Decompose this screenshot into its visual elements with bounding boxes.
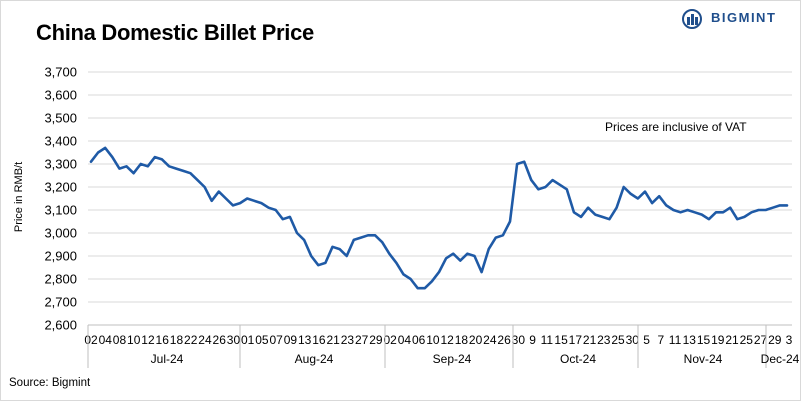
brand-name: BIGMINT xyxy=(711,10,777,25)
month-label: Jul-24 xyxy=(151,352,184,366)
x-tick-label: 12 xyxy=(141,333,155,347)
x-tick-label: 16 xyxy=(312,333,326,347)
x-tick-label: 04 xyxy=(99,333,113,347)
x-tick-label: 17 xyxy=(569,333,583,347)
x-tick-label: 04 xyxy=(398,333,412,347)
y-tick-label: 2,800 xyxy=(44,272,77,287)
y-tick-label: 2,700 xyxy=(44,295,77,310)
x-tick-label: 18 xyxy=(170,333,184,347)
x-tick-label: 25 xyxy=(740,333,754,347)
chart-title: China Domestic Billet Price xyxy=(36,20,314,45)
x-tick-label: 26 xyxy=(497,333,511,347)
x-tick-label: 21 xyxy=(725,333,739,347)
x-tick-label: 30 xyxy=(512,333,526,347)
y-tick-label: 3,200 xyxy=(44,180,77,195)
vat-annotation: Prices are inclusive of VAT xyxy=(605,120,747,134)
x-tick-label: 24 xyxy=(198,333,212,347)
x-tick-label: 13 xyxy=(298,333,312,347)
y-tick-label: 3,600 xyxy=(44,88,77,103)
y-tick-label: 3,100 xyxy=(44,203,77,218)
y-axis-ticks: 2,600 2,700 2,800 2,900 3,000 3,100 3,200 3,300… xyxy=(44,65,77,333)
x-tick-label: 15 xyxy=(697,333,711,347)
month-label: Nov-24 xyxy=(684,352,723,366)
y-tick-label: 3,300 xyxy=(44,157,77,172)
x-tick-label: 19 xyxy=(711,333,725,347)
x-tick-label: 10 xyxy=(127,333,141,347)
x-tick-label: 7 xyxy=(657,333,664,347)
x-tick-label: 11 xyxy=(669,333,682,347)
y-tick-label: 2,600 xyxy=(44,318,77,333)
x-tick-label: 30 xyxy=(227,333,241,347)
x-tick-label: 3 xyxy=(786,333,793,347)
x-axis: 02 04 08 10 12 16 18 22 24 26 30 01 05 07 09 13 16 21 23 27… xyxy=(84,324,800,368)
x-tick-label: 23 xyxy=(341,333,355,347)
x-tick-label: 27 xyxy=(754,333,768,347)
y-tick-label: 3,000 xyxy=(44,226,77,241)
y-tick-label: 3,500 xyxy=(44,111,77,126)
x-tick-label: 02 xyxy=(84,333,98,347)
x-tick-label: 26 xyxy=(213,333,227,347)
x-tick-label: 21 xyxy=(326,333,340,347)
x-tick-label: 9 xyxy=(529,333,536,347)
month-label: Aug-24 xyxy=(295,352,334,366)
brand-logo: BIGMINT xyxy=(681,9,791,29)
x-tick-label: 06 xyxy=(412,333,426,347)
x-tick-label: 10 xyxy=(426,333,440,347)
x-tick-label: 18 xyxy=(455,333,469,347)
x-tick-label: 29 xyxy=(369,333,383,347)
x-tick-label: 02 xyxy=(383,333,397,347)
y-axis-label: Price in RMB/t xyxy=(13,162,25,232)
x-tick-label: 11 xyxy=(541,333,554,347)
x-tick-label: 5 xyxy=(643,333,650,347)
month-label: Sep-24 xyxy=(433,352,472,366)
month-label: Dec-24 xyxy=(761,352,800,366)
x-tick-label: 01 xyxy=(241,333,255,347)
x-tick-label: 23 xyxy=(597,333,611,347)
series-group xyxy=(89,146,789,290)
x-tick-label: 25 xyxy=(611,333,625,347)
x-tick-label: 07 xyxy=(270,333,284,347)
x-tick-label: 21 xyxy=(583,333,597,347)
x-tick-label: 27 xyxy=(355,333,369,347)
x-tick-label: 13 xyxy=(683,333,697,347)
y-tick-label: 3,700 xyxy=(44,65,77,80)
x-tick-label: 12 xyxy=(440,333,454,347)
x-tick-label: 22 xyxy=(184,333,198,347)
month-label: Oct-24 xyxy=(560,352,596,366)
x-tick-label: 09 xyxy=(284,333,298,347)
grid-lines xyxy=(88,71,792,326)
x-tick-label: 24 xyxy=(483,333,497,347)
x-tick-label: 08 xyxy=(113,333,127,347)
x-tick-label: 16 xyxy=(156,333,170,347)
x-tick-label: 30 xyxy=(626,333,640,347)
y-tick-label: 2,900 xyxy=(44,249,77,264)
y-tick-label: 3,400 xyxy=(44,134,77,149)
brand-logo-icon xyxy=(682,9,702,29)
source-note: Source: Bigmint xyxy=(9,377,91,389)
price-series-line xyxy=(89,146,789,290)
x-tick-label: 05 xyxy=(255,333,269,347)
x-tick-label: 15 xyxy=(554,333,568,347)
x-tick-label: 29 xyxy=(768,333,782,347)
x-tick-label: 20 xyxy=(469,333,483,347)
